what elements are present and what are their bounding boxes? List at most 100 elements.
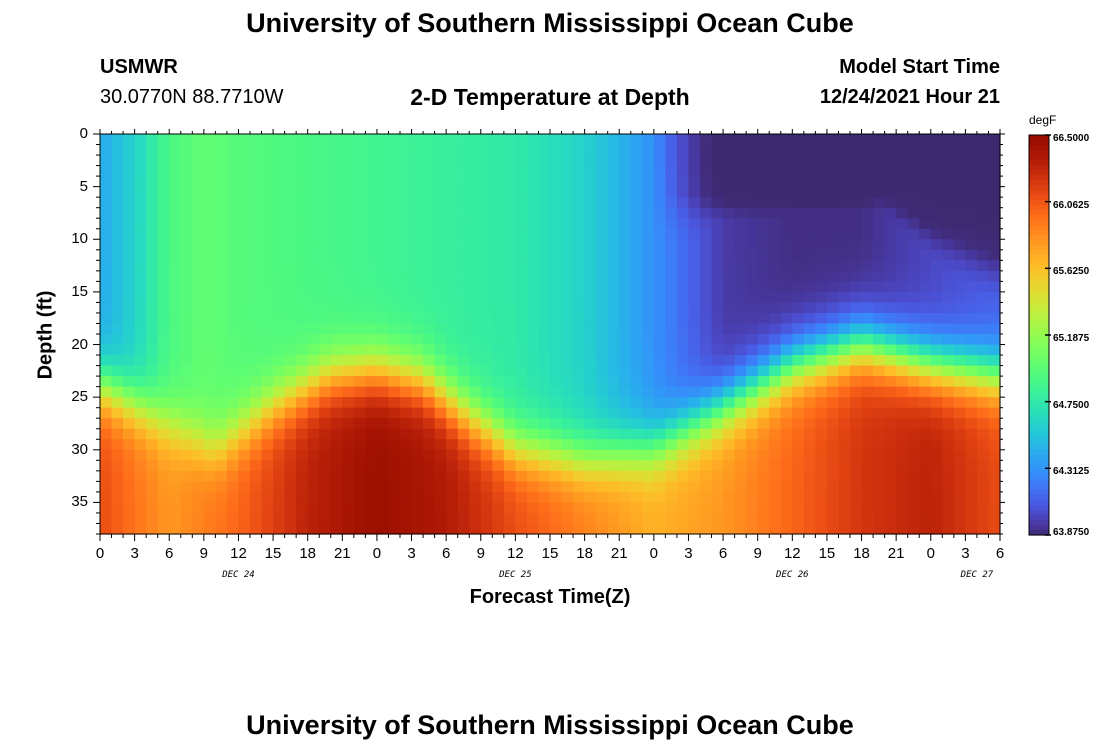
- heatmap-cell: [169, 281, 182, 293]
- heatmap-cell: [296, 207, 309, 219]
- heatmap-cell: [307, 260, 320, 272]
- heatmap-cell: [873, 481, 886, 493]
- heatmap-cell: [353, 428, 366, 440]
- heatmap-cell: [250, 502, 263, 514]
- heatmap-cell: [711, 239, 724, 251]
- heatmap-cell: [411, 176, 424, 188]
- heatmap-cell: [700, 186, 713, 198]
- heatmap-cell: [653, 207, 666, 219]
- heatmap-cell: [642, 491, 655, 504]
- x-tick-label: 6: [995, 545, 1005, 562]
- heatmap-cell: [480, 439, 493, 451]
- heatmap-cell: [676, 365, 690, 377]
- heatmap-cell: [930, 176, 943, 188]
- heatmap-cell: [711, 344, 724, 356]
- heatmap-cell: [123, 470, 136, 482]
- heatmap-cell: [965, 386, 978, 398]
- heatmap-cell: [630, 323, 643, 335]
- heatmap-cell: [365, 144, 378, 156]
- heatmap-cell: [653, 291, 666, 304]
- heatmap-cell: [723, 176, 736, 188]
- heatmap-cell: [711, 323, 724, 335]
- heatmap-cell: [273, 323, 286, 335]
- heatmap-cell: [411, 365, 424, 377]
- heatmap-cell: [400, 165, 413, 177]
- heatmap-cell: [250, 523, 263, 535]
- heatmap-cell: [619, 365, 632, 377]
- heatmap-cell: [723, 334, 736, 346]
- heatmap-cell: [780, 281, 793, 293]
- heatmap-cell: [457, 439, 470, 451]
- heatmap-cell: [215, 218, 228, 230]
- heatmap-cell: [469, 323, 482, 335]
- heatmap-cell: [653, 270, 666, 282]
- heatmap-cell: [815, 397, 828, 409]
- heatmap-cell: [307, 355, 320, 367]
- heatmap-cell: [457, 239, 470, 251]
- heatmap-cell: [665, 302, 678, 314]
- heatmap-cell: [469, 376, 482, 388]
- heatmap-cell: [203, 291, 216, 304]
- heatmap-cell: [238, 407, 251, 419]
- heatmap-cell: [757, 386, 770, 398]
- heatmap-cell: [850, 134, 863, 146]
- heatmap-cell: [907, 523, 920, 535]
- heatmap-cell: [492, 386, 505, 398]
- heatmap-cell: [769, 470, 782, 482]
- heatmap-cell: [734, 449, 747, 461]
- heatmap-cell: [134, 323, 147, 335]
- heatmap-cell: [423, 197, 436, 209]
- heatmap-cell: [780, 270, 793, 282]
- heatmap-cell: [688, 502, 701, 514]
- heatmap-cell: [273, 502, 286, 514]
- heatmap-cell: [769, 134, 782, 146]
- heatmap-cell: [423, 260, 436, 272]
- heatmap-cell: [550, 323, 563, 335]
- heatmap-cell: [180, 491, 193, 504]
- heatmap-cell: [861, 249, 874, 261]
- heatmap-cell: [434, 176, 447, 188]
- heatmap-cell: [584, 481, 597, 493]
- heatmap-cell: [342, 197, 355, 209]
- colorbar: [1028, 134, 1051, 536]
- colorbar-swatch: [1029, 530, 1049, 536]
- heatmap-cell: [642, 418, 655, 430]
- heatmap-cell: [261, 334, 274, 346]
- heatmap-cell: [376, 228, 390, 240]
- heatmap-cell: [815, 449, 828, 461]
- heatmap-cell: [146, 197, 159, 209]
- heatmap-cell: [861, 312, 874, 325]
- heatmap-cell: [688, 407, 701, 419]
- heatmap-cell: [815, 460, 828, 472]
- heatmap-cell: [688, 449, 701, 461]
- heatmap-cell: [561, 323, 574, 335]
- heatmap-cell: [284, 249, 297, 261]
- heatmap-cell: [134, 386, 147, 398]
- heatmap-cell: [411, 439, 424, 451]
- heatmap-cell: [469, 291, 482, 304]
- heatmap-cell: [123, 260, 136, 272]
- heatmap-cell: [365, 218, 378, 230]
- heatmap-cell: [238, 449, 251, 461]
- heatmap-cell: [757, 270, 770, 282]
- heatmap-cell: [734, 481, 747, 493]
- heatmap-cell: [353, 365, 366, 377]
- heatmap-cell: [261, 186, 274, 198]
- heatmap-cell: [561, 334, 574, 346]
- heatmap-cell: [100, 239, 113, 251]
- heatmap-cell: [953, 165, 966, 177]
- heatmap-cell: [100, 365, 113, 377]
- heatmap-cell: [250, 334, 263, 346]
- heatmap-cell: [100, 312, 113, 325]
- heatmap-cell: [642, 291, 655, 304]
- heatmap-cell: [423, 502, 436, 514]
- heatmap-cell: [723, 439, 736, 451]
- heatmap-cell: [734, 228, 747, 240]
- heatmap-cell: [838, 491, 851, 504]
- heatmap-cell: [838, 428, 851, 440]
- heatmap-cell: [561, 460, 574, 472]
- heatmap-cell: [169, 502, 182, 514]
- heatmap-cell: [515, 449, 528, 461]
- heatmap-cell: [296, 302, 309, 314]
- heatmap-cell: [353, 176, 366, 188]
